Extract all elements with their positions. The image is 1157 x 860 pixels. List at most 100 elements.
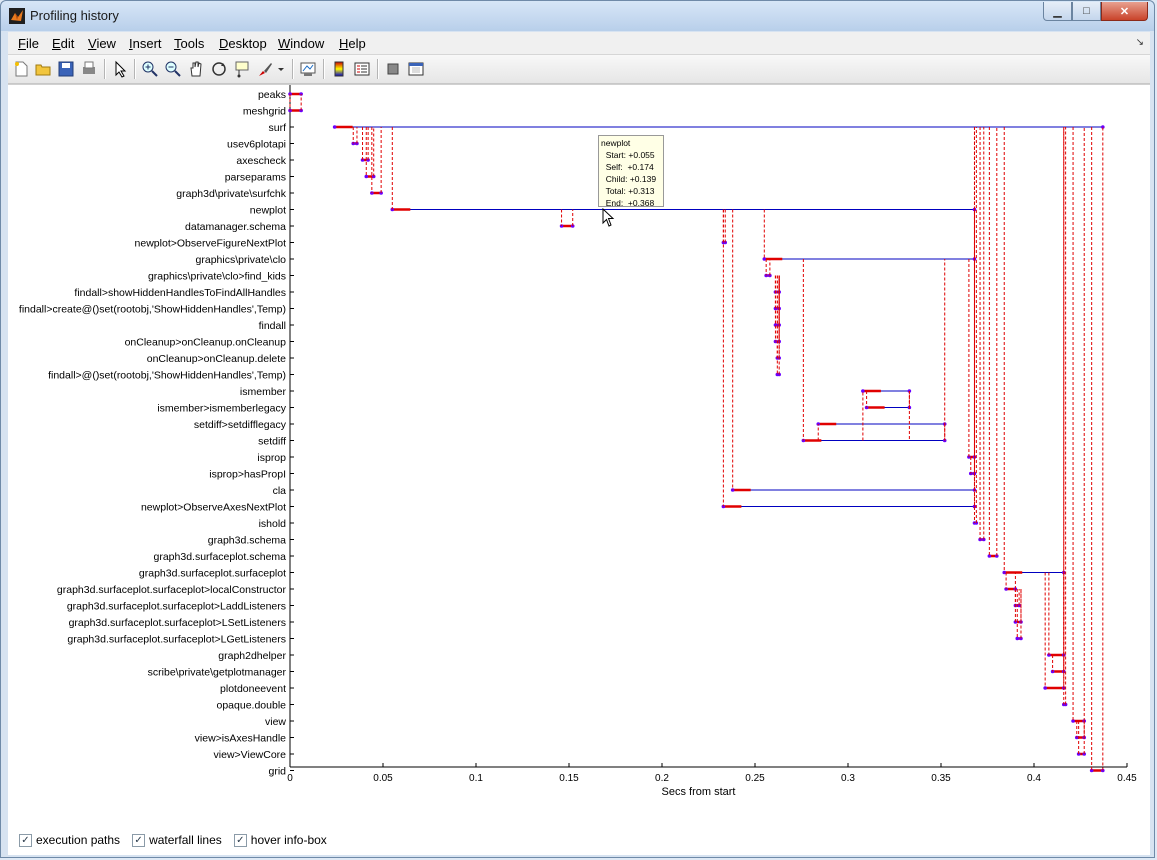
call-start-marker [773,323,778,327]
execution-paths-label: execution paths [36,833,121,847]
function-label: findall [259,320,286,332]
function-label: findall>showHiddenHandlesToFindAllHandle… [74,287,286,299]
call-start-marker [1002,570,1007,575]
save-icon[interactable] [57,60,75,78]
dock-arrow-icon[interactable]: ↘ [1135,37,1144,48]
checkbox-checked-icon[interactable]: ✓ [132,833,146,847]
function-label: graph3d.surfaceplot.surfaceplot>localCon… [57,584,287,596]
x-tick-label: 0.35 [931,773,951,784]
function-label: onCleanup>onCleanup.delete [147,353,286,365]
function-label: graph3d.surfaceplot.surfaceplot>LaddList… [67,601,286,613]
menu-insert[interactable]: Insert [129,36,162,51]
print-icon[interactable] [80,60,98,78]
title-bar[interactable]: Profiling history ▁ □ ✕ [1,1,1154,31]
function-label: graph3d.surfaceplot.surfaceplot [139,568,286,580]
x-tick-label: 0.15 [559,773,579,784]
link-plot-icon[interactable] [299,60,317,78]
rotate-3d-icon[interactable] [210,60,228,78]
menu-tools[interactable]: Tools [174,36,205,51]
brush-icon[interactable] [256,60,274,78]
checkbox-checked-icon[interactable]: ✓ [233,833,247,847]
call-start-marker [861,389,865,393]
menu-bar: File Edit View Insert Tools Desktop Wind… [8,32,1150,55]
menu-edit[interactable]: Edit [52,36,75,51]
call-end-marker [974,521,979,525]
matlab-logo-icon [9,8,25,24]
call-start-marker [1089,768,1094,773]
new-figure-icon[interactable] [12,60,30,78]
pan-icon[interactable] [187,60,205,78]
waterfall-lines-checkbox[interactable]: ✓ waterfall lines [132,833,222,847]
menu-desktop[interactable]: Desktop [219,36,267,51]
infobox-self: Self: +0.174 [601,162,654,172]
x-tick-label: 0.05 [373,773,393,784]
menu-help[interactable]: Help [339,36,366,51]
call-start-marker [762,257,767,261]
zoom-out-icon[interactable] [164,60,182,78]
show-plot-tools-icon[interactable] [407,60,425,78]
function-label: graph3d.surfaceplot.schema [154,551,287,563]
call-start-marker [1015,636,1020,641]
menu-window[interactable]: Window [278,36,325,51]
function-label: usev6plotapi [227,139,286,151]
x-tick-label: 0 [287,773,293,784]
hover-info-box-checkbox[interactable]: ✓ hover info-box [233,833,327,847]
execution-paths-checkbox[interactable]: ✓ execution paths [19,833,120,847]
menu-view[interactable]: View [88,36,116,51]
function-label: view>isAxesHandle [195,733,286,745]
minimize-button[interactable]: ▁ [1043,2,1072,21]
function-label: onCleanup>onCleanup.onCleanup [125,337,287,349]
x-tick-label: 0.45 [1117,773,1137,784]
maximize-icon: □ [1083,5,1090,17]
function-label: newplot>ObserveAxesNextPlot [141,502,286,514]
call-start-marker [1071,719,1075,723]
infobox-total: Total: +0.313 [601,186,655,196]
function-label: setdiff [258,436,286,448]
minimize-icon: ▁ [1053,5,1062,18]
function-label: graph3d\private\surfchk [176,188,286,200]
legend-icon[interactable] [353,60,371,78]
function-label: findall>@()set(rootobj,'ShowHiddenHandle… [48,370,286,382]
open-file-icon[interactable] [34,60,52,78]
x-axis-title: Secs from start [662,786,736,798]
function-label: view [265,716,286,728]
call-start-marker [364,174,369,179]
call-start-marker [987,554,992,558]
brush-dropdown-icon[interactable] [276,60,286,78]
call-end-marker [995,554,999,558]
function-label: view>ViewCore [214,749,287,761]
function-label: opaque.double [217,700,287,712]
function-label: plotdoneevent [220,683,286,695]
options-bar: ✓ execution paths ✓ waterfall lines ✓ hover… [19,833,327,847]
hover-info-box-label: hover info-box [250,833,327,847]
function-label: isprop [257,452,286,464]
profiling-timeline-chart[interactable]: 0 0.05 0.1 0.15 0.2 0.25 0.3 0.35 0.4 0.45 Secs fr… [8,85,1150,855]
figure-canvas[interactable]: 0 0.05 0.1 0.15 0.2 0.25 0.3 0.35 0.4 0.45 Secs fr… [8,84,1150,855]
close-icon: ✕ [1119,5,1130,18]
colorbar-icon[interactable] [330,60,348,78]
maximize-button[interactable]: □ [1072,2,1101,21]
function-label: newplot>ObserveFigureNextPlot [135,238,287,250]
call-start-marker [1004,587,1008,591]
waterfall-lines-label: waterfall lines [149,833,222,847]
function-label: newplot [250,205,286,217]
x-tick-label: 0.3 [841,773,855,784]
function-label: setdiff>setdifflegacy [194,419,287,431]
call-end-marker [1101,125,1105,129]
function-label: meshgrid [243,106,286,118]
hide-plot-tools-icon[interactable] [384,60,402,78]
checkbox-checked-icon[interactable]: ✓ [19,833,32,847]
function-label: parseparams [225,172,286,184]
zoom-in-icon[interactable] [141,60,159,78]
menu-file[interactable]: File [18,36,39,51]
function-label: graph3d.surfaceplot.surfaceplot>LGetList… [67,634,286,646]
close-button[interactable]: ✕ [1101,2,1148,21]
function-label: findall>create@()set(rootobj,'ShowHidden… [19,304,286,316]
data-cursor-icon[interactable] [233,60,251,78]
function-label: graphics\private\clo>find_kids [148,271,286,283]
function-label: graph3d.schema [208,535,286,547]
mouse-cursor-icon [602,208,615,227]
function-label: datamanager.schema [185,221,286,233]
edit-plot-icon[interactable] [111,60,129,78]
